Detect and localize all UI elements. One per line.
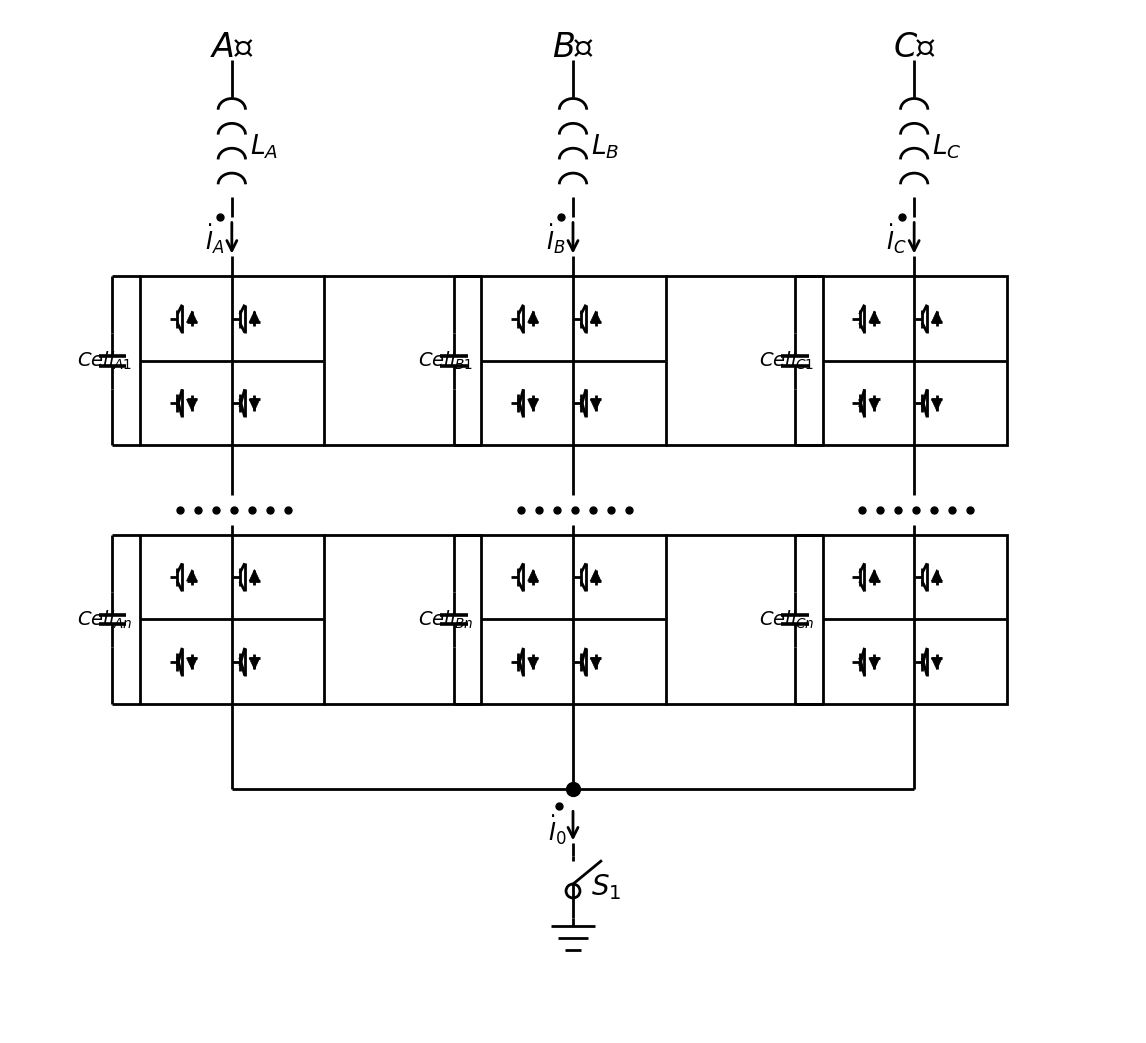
Polygon shape: [869, 311, 880, 322]
Text: $Cell_{A1}$: $Cell_{A1}$: [77, 349, 132, 372]
Text: $L_C$: $L_C$: [932, 132, 961, 162]
Text: $L_B$: $L_B$: [591, 132, 619, 162]
Text: $C$相: $C$相: [893, 30, 935, 64]
Text: $Cell_{Cn}$: $Cell_{Cn}$: [759, 608, 815, 631]
Text: $\dot{I}_C$: $\dot{I}_C$: [886, 221, 906, 256]
Bar: [140, 535, 324, 704]
Bar: [481, 535, 666, 704]
Polygon shape: [869, 658, 880, 670]
Polygon shape: [932, 569, 942, 581]
Text: $\dot{I}_A$: $\dot{I}_A$: [204, 221, 223, 256]
Polygon shape: [590, 569, 601, 581]
Polygon shape: [187, 569, 197, 581]
Polygon shape: [249, 658, 260, 670]
Polygon shape: [869, 399, 880, 411]
Polygon shape: [249, 569, 260, 581]
Polygon shape: [590, 658, 601, 670]
Text: $Cell_{An}$: $Cell_{An}$: [77, 608, 132, 631]
Polygon shape: [249, 311, 260, 322]
Text: $B$相: $B$相: [552, 30, 594, 64]
Text: $S_1$: $S_1$: [591, 872, 621, 902]
Bar: [140, 276, 324, 445]
Polygon shape: [527, 399, 539, 411]
Text: $Cell_{Bn}$: $Cell_{Bn}$: [418, 608, 473, 631]
Polygon shape: [932, 399, 942, 411]
Text: $A$相: $A$相: [210, 30, 253, 64]
Text: $Cell_{C1}$: $Cell_{C1}$: [760, 349, 815, 372]
Polygon shape: [527, 569, 539, 581]
Polygon shape: [869, 569, 880, 581]
Polygon shape: [590, 399, 601, 411]
Polygon shape: [527, 311, 539, 322]
Polygon shape: [187, 311, 197, 322]
Polygon shape: [932, 311, 942, 322]
Polygon shape: [187, 399, 197, 411]
Text: $L_A$: $L_A$: [250, 132, 277, 162]
Text: $\dot{I}_0$: $\dot{I}_0$: [549, 814, 567, 847]
Polygon shape: [187, 658, 197, 670]
Polygon shape: [249, 399, 260, 411]
Bar: [823, 535, 1006, 704]
Bar: [823, 276, 1006, 445]
Text: $\dot{I}_B$: $\dot{I}_B$: [545, 221, 565, 256]
Polygon shape: [590, 311, 601, 322]
Polygon shape: [932, 658, 942, 670]
Polygon shape: [527, 658, 539, 670]
Bar: [481, 276, 666, 445]
Text: $Cell_{B1}$: $Cell_{B1}$: [418, 349, 473, 372]
